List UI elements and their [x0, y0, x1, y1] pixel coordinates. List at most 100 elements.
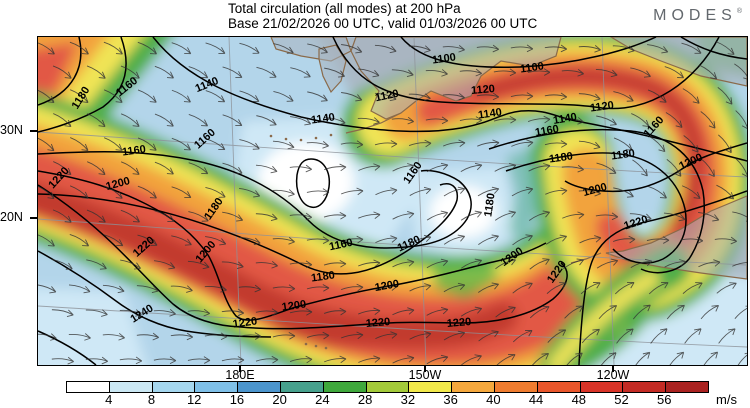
- wind-arrow-icon: [612, 235, 636, 244]
- wind-arrow-icon: [290, 67, 311, 78]
- wind-arrow-icon: [734, 305, 747, 319]
- wind-arrow-icon: [650, 328, 668, 344]
- wind-arrow-icon: [103, 41, 123, 55]
- wind-arrow-icon: [255, 164, 278, 174]
- wind-arrow-icon: [69, 234, 90, 247]
- wind-arrow-icon: [495, 258, 516, 270]
- wind-arrow-icon: [204, 332, 228, 341]
- wind-arrow-icon: [289, 260, 313, 269]
- wind-arrow-icon: [255, 260, 278, 269]
- wind-arrow-icon: [512, 329, 533, 343]
- wind-arrow-icon: [409, 234, 432, 245]
- chart-title: Total circulation (all modes) at 200 hPa: [228, 1, 461, 16]
- colorbar-segment: [366, 382, 410, 392]
- wind-arrow-icon: [154, 260, 176, 270]
- wind-arrow-icon: [222, 114, 243, 127]
- wind-arrow-icon: [255, 213, 278, 222]
- wind-arrow-icon: [476, 44, 500, 53]
- wind-arrow-icon: [375, 283, 398, 291]
- wind-arrow-icon: [561, 117, 584, 125]
- wind-arrow-icon: [120, 65, 140, 79]
- wind-arrow-icon: [493, 115, 517, 124]
- contour-value-label: 1220: [365, 315, 391, 331]
- colorbar-segment: [238, 382, 281, 392]
- wind-arrow-icon: [664, 259, 687, 268]
- wind-arrow-icon: [613, 187, 634, 198]
- wind-arrow-icon: [323, 307, 347, 316]
- wind-arrow-icon: [596, 258, 619, 269]
- wind-arrow-icon: [631, 113, 650, 128]
- colorbar-tick-value: 36: [443, 392, 458, 407]
- wind-arrow-icon: [563, 258, 584, 270]
- map-plot-area: 1100 1100 1120 1120 1120 1140 1140 1140 1140 1160…: [37, 36, 748, 366]
- wind-arrow-icon: [187, 260, 210, 270]
- wind-arrow-icon: [102, 284, 125, 294]
- wind-arrow-icon: [511, 186, 534, 197]
- wind-arrow-icon: [495, 354, 516, 365]
- wind-arrow-icon: [153, 356, 177, 365]
- wind-arrow-icon: [85, 356, 109, 365]
- wind-arrow-icon: [734, 63, 747, 81]
- colorbar: [66, 381, 709, 393]
- wind-arrow-icon: [273, 90, 294, 102]
- wind-arrow-icon: [408, 93, 431, 101]
- wind-arrow-icon: [222, 162, 243, 174]
- wind-arrow-icon: [120, 209, 140, 223]
- wind-arrow-icon: [38, 185, 55, 199]
- wind-arrow-icon: [324, 355, 347, 364]
- wind-arrow-icon: [426, 258, 449, 269]
- wind-arrow-icon: [86, 209, 106, 223]
- wind-arrow-icon: [616, 328, 634, 344]
- wind-arrow-icon: [341, 44, 363, 54]
- wind-arrow-icon: [289, 308, 313, 316]
- colorbar-tick-value: 32: [400, 392, 416, 407]
- wind-arrow-icon: [205, 42, 226, 54]
- wind-arrow-icon: [137, 185, 157, 199]
- latitude-label: 20N: [0, 210, 23, 224]
- wind-arrow-icon: [530, 353, 549, 365]
- colorbar-segment: [67, 382, 110, 392]
- wind-arrow-icon: [698, 259, 721, 268]
- longitude-label: 120W: [596, 368, 630, 382]
- wind-arrow-icon: [358, 307, 381, 316]
- wind-arrow-icon: [137, 137, 157, 151]
- wind-arrow-icon: [732, 211, 747, 222]
- wind-arrow-icon: [545, 187, 568, 195]
- colorbar-tick-value: 28: [357, 392, 373, 407]
- wind-arrow-icon: [221, 356, 245, 364]
- wind-arrow-icon: [630, 67, 651, 78]
- wind-arrow-icon: [442, 92, 465, 101]
- wind-arrow-icon: [648, 282, 669, 295]
- wind-arrow-icon: [307, 43, 328, 54]
- colorbar-tick-value: 8: [147, 392, 156, 407]
- wind-arrow-icon: [38, 333, 57, 341]
- wind-arrow-icon: [700, 305, 719, 320]
- contour-value-label: 1220: [446, 315, 472, 331]
- wind-arrow-icon: [578, 93, 601, 102]
- colorbar-segment: [409, 382, 453, 392]
- wind-arrow-icon: [409, 331, 432, 340]
- wind-arrow-icon: [546, 282, 567, 294]
- wind-arrow-icon: [714, 236, 738, 245]
- wind-arrow-icon: [137, 234, 158, 246]
- wind-arrow-icon: [239, 90, 260, 102]
- wind-arrow-icon: [476, 92, 500, 101]
- wind-arrow-icon: [103, 137, 123, 151]
- wind-arrow-icon: [154, 113, 174, 127]
- wind-arrow-icon: [38, 41, 55, 55]
- wind-arrow-icon: [154, 65, 174, 79]
- wind-arrow-icon: [103, 185, 123, 199]
- wind-arrow-icon: [358, 211, 381, 219]
- wind-arrow-icon: [86, 259, 107, 270]
- wind-arrow-icon: [255, 355, 279, 364]
- wind-arrow-icon: [596, 115, 617, 126]
- wind-arrow-icon: [153, 309, 176, 317]
- wind-arrow-icon: [188, 162, 209, 175]
- wind-arrow-icon: [578, 45, 601, 53]
- wind-arrow-icon: [632, 304, 651, 320]
- wind-arrow-icon: [544, 44, 568, 53]
- colorbar-unit-label: m/s: [716, 392, 737, 407]
- wind-arrow-icon: [171, 235, 192, 246]
- wind-arrow-icon: [53, 113, 72, 128]
- wind-arrow-icon: [273, 43, 294, 54]
